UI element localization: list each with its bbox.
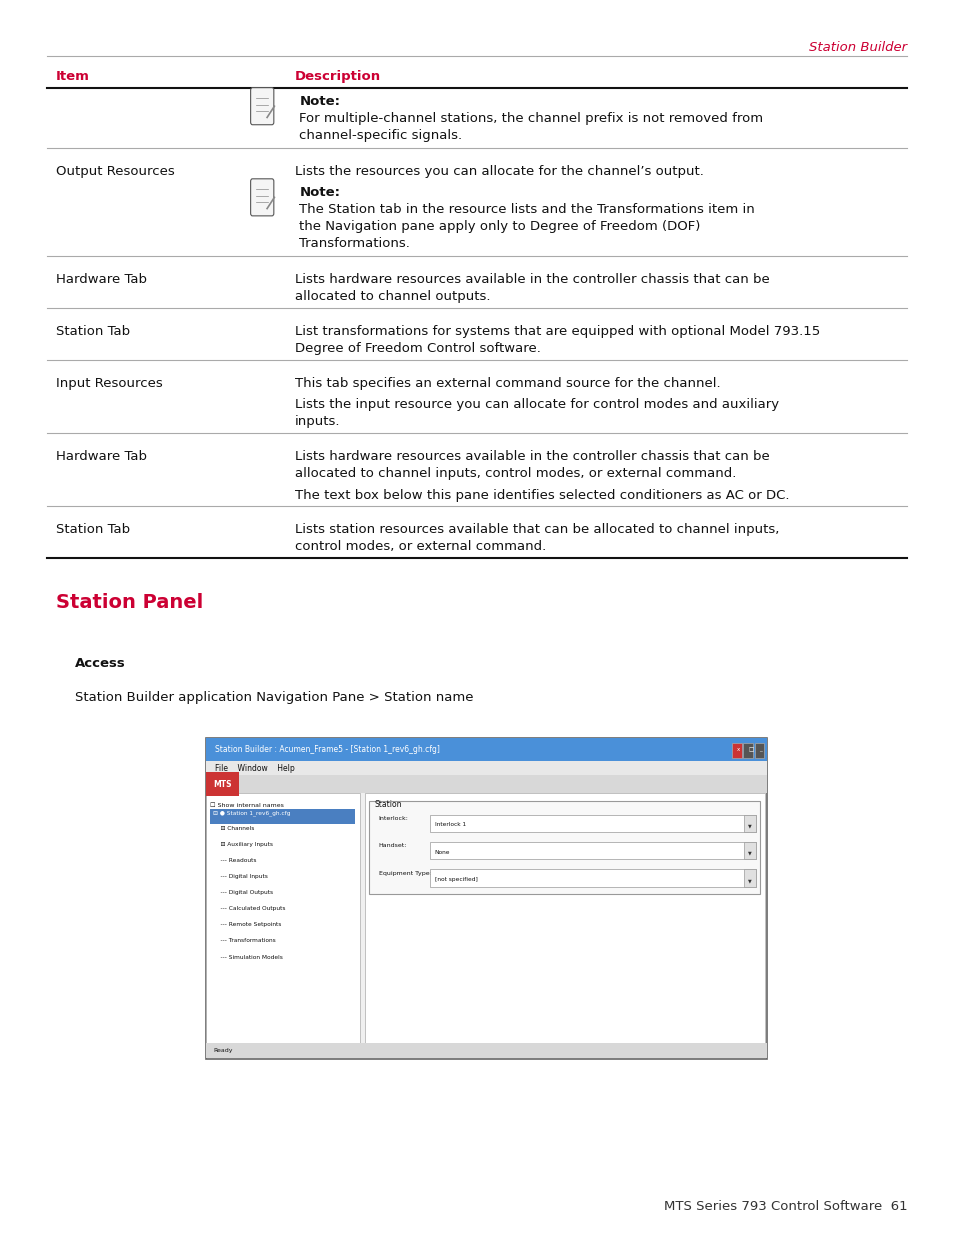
- Text: Lists hardware resources available in the controller chassis that can be: Lists hardware resources available in th…: [294, 273, 768, 287]
- Text: --- Digital Inputs: --- Digital Inputs: [213, 874, 268, 879]
- FancyBboxPatch shape: [211, 809, 355, 824]
- Text: The Station tab in the resource lists and the Transformations item in: The Station tab in the resource lists an…: [299, 204, 754, 216]
- Text: x: x: [736, 747, 740, 752]
- Text: Note:: Note:: [299, 95, 340, 109]
- Text: Lists hardware resources available in the controller chassis that can be: Lists hardware resources available in th…: [294, 451, 768, 463]
- Text: Interlock:: Interlock:: [378, 816, 408, 821]
- Text: Station Tab: Station Tab: [56, 524, 131, 536]
- Text: Lists the input resource you can allocate for control modes and auxiliary: Lists the input resource you can allocat…: [294, 398, 778, 411]
- FancyBboxPatch shape: [364, 793, 764, 1045]
- Text: Item: Item: [56, 70, 90, 84]
- Text: Description: Description: [294, 70, 380, 84]
- Text: Degree of Freedom Control software.: Degree of Freedom Control software.: [294, 342, 540, 356]
- FancyBboxPatch shape: [369, 802, 760, 894]
- Text: ▼: ▼: [747, 851, 751, 856]
- Text: the Navigation pane apply only to Degree of Freedom (DOF): the Navigation pane apply only to Degree…: [299, 220, 700, 233]
- FancyBboxPatch shape: [251, 179, 274, 216]
- Text: Station Builder: Station Builder: [808, 41, 906, 54]
- FancyBboxPatch shape: [743, 842, 755, 860]
- FancyBboxPatch shape: [206, 1044, 766, 1058]
- Text: Station Builder : Acumen_Frame5 - [Station 1_rev6_gh.cfg]: Station Builder : Acumen_Frame5 - [Stati…: [214, 745, 439, 755]
- Text: Transformations.: Transformations.: [299, 237, 410, 251]
- Text: ☐ Show internal names: ☐ Show internal names: [211, 803, 284, 808]
- Text: Station Tab: Station Tab: [56, 325, 131, 338]
- Text: _: _: [759, 747, 761, 752]
- Text: Station Builder application Navigation Pane > Station name: Station Builder application Navigation P…: [74, 692, 473, 704]
- Text: --- Digital Outputs: --- Digital Outputs: [213, 890, 274, 895]
- Text: channel-specific signals.: channel-specific signals.: [299, 130, 462, 142]
- Text: For multiple-channel stations, the channel prefix is not removed from: For multiple-channel stations, the chann…: [299, 112, 762, 125]
- Text: List transformations for systems that are equipped with optional Model 793.15: List transformations for systems that ar…: [294, 325, 819, 338]
- FancyBboxPatch shape: [430, 869, 755, 887]
- FancyBboxPatch shape: [430, 842, 755, 860]
- Text: ⊟ Channels: ⊟ Channels: [213, 826, 254, 831]
- Text: Output Resources: Output Resources: [56, 165, 174, 178]
- Text: Hardware Tab: Hardware Tab: [56, 273, 147, 287]
- Text: Note:: Note:: [299, 186, 340, 199]
- FancyBboxPatch shape: [754, 743, 763, 758]
- Text: □: □: [747, 747, 753, 752]
- Text: --- Simulation Models: --- Simulation Models: [213, 955, 283, 960]
- Text: Input Resources: Input Resources: [56, 377, 163, 390]
- Text: ⊟ ● Station 1_rev6_gh.cfg: ⊟ ● Station 1_rev6_gh.cfg: [213, 810, 291, 815]
- Text: Station Panel: Station Panel: [56, 593, 203, 611]
- Text: Hardware Tab: Hardware Tab: [56, 451, 147, 463]
- Text: --- Transformations: --- Transformations: [213, 939, 275, 944]
- FancyBboxPatch shape: [206, 739, 766, 1060]
- FancyBboxPatch shape: [206, 739, 766, 761]
- Text: File    Window    Help: File Window Help: [214, 763, 294, 773]
- FancyBboxPatch shape: [732, 743, 740, 758]
- Text: inputs.: inputs.: [294, 415, 339, 429]
- Text: This tab specifies an external command source for the channel.: This tab specifies an external command s…: [294, 377, 720, 390]
- Text: The text box below this pane identifies selected conditioners as AC or DC.: The text box below this pane identifies …: [294, 489, 788, 501]
- Text: allocated to channel outputs.: allocated to channel outputs.: [294, 290, 490, 303]
- Text: ⊟ Auxiliary Inputs: ⊟ Auxiliary Inputs: [213, 842, 273, 847]
- Text: Lists station resources available that can be allocated to channel inputs,: Lists station resources available that c…: [294, 524, 779, 536]
- Text: Ready: Ready: [213, 1049, 233, 1053]
- Text: ▼: ▼: [747, 878, 751, 883]
- FancyBboxPatch shape: [206, 761, 766, 776]
- FancyBboxPatch shape: [743, 869, 755, 887]
- Text: MTS: MTS: [213, 779, 232, 789]
- Text: [not specified]: [not specified]: [435, 877, 477, 882]
- FancyBboxPatch shape: [430, 815, 755, 832]
- Text: ▼: ▼: [747, 824, 751, 829]
- Text: Access: Access: [74, 657, 126, 669]
- Text: Handset:: Handset:: [378, 844, 407, 848]
- Text: Equipment Type:: Equipment Type:: [378, 871, 431, 876]
- Text: control modes, or external command.: control modes, or external command.: [294, 541, 545, 553]
- FancyBboxPatch shape: [206, 793, 359, 1045]
- Text: Lists the resources you can allocate for the channel’s output.: Lists the resources you can allocate for…: [294, 165, 702, 178]
- FancyBboxPatch shape: [743, 815, 755, 832]
- FancyBboxPatch shape: [206, 776, 766, 793]
- Text: --- Readouts: --- Readouts: [213, 858, 256, 863]
- Text: allocated to channel inputs, control modes, or external command.: allocated to channel inputs, control mod…: [294, 467, 735, 480]
- Text: --- Calculated Outputs: --- Calculated Outputs: [213, 906, 286, 911]
- Text: --- Remote Setpoints: --- Remote Setpoints: [213, 923, 281, 927]
- Text: Station: Station: [374, 800, 401, 809]
- FancyBboxPatch shape: [251, 88, 274, 125]
- Text: MTS Series 793 Control Software  61: MTS Series 793 Control Software 61: [663, 1199, 906, 1213]
- FancyBboxPatch shape: [742, 743, 752, 758]
- Text: None: None: [435, 850, 450, 855]
- Text: Interlock 1: Interlock 1: [435, 823, 465, 827]
